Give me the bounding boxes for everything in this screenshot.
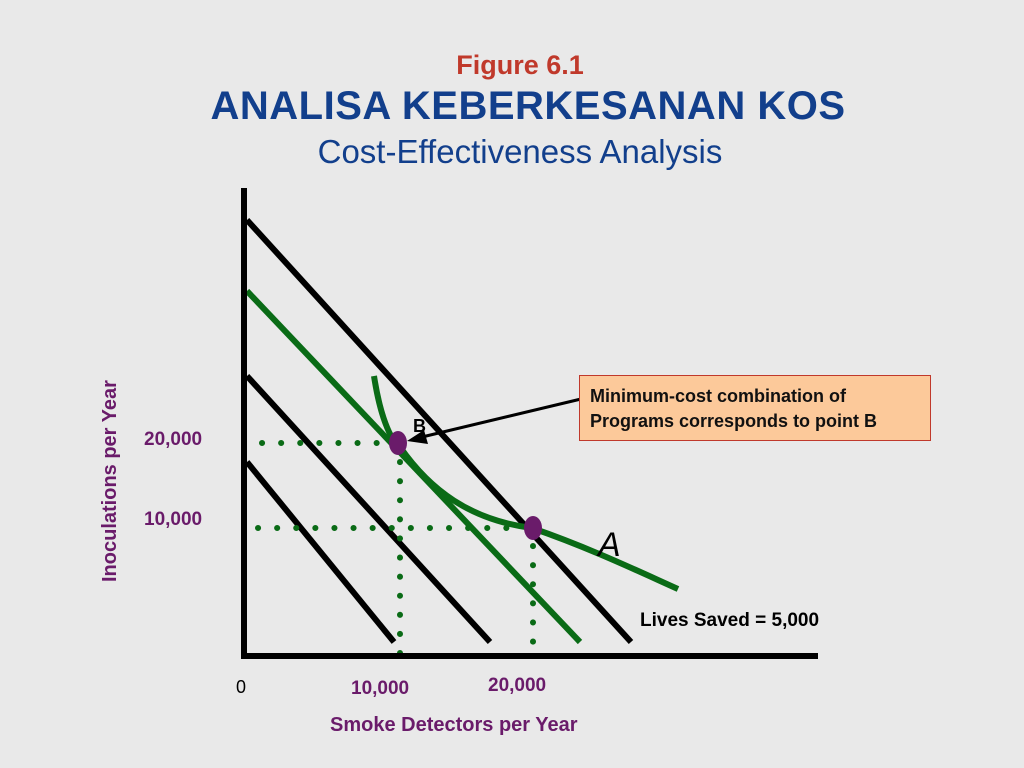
point-2 — [524, 516, 542, 540]
x-axis-label: Smoke Detectors per Year — [330, 714, 578, 736]
budget-line-2 — [244, 373, 493, 645]
budget-line-1 — [244, 460, 397, 644]
callout-box: Minimum-cost combination of Programs cor… — [579, 375, 931, 441]
slide-subtitle: Cost-Effectiveness Analysis — [317, 133, 723, 170]
arrow-head-icon — [407, 430, 428, 444]
y-axis-label: Inoculations per Year — [99, 380, 121, 582]
budget-line-3 — [244, 217, 634, 645]
point-b — [389, 431, 407, 455]
origin-label: 0 — [236, 677, 246, 697]
callout-line-1: Minimum-cost combination of — [590, 386, 846, 406]
curve-a-label: A — [596, 526, 621, 564]
callout-line-2: Programs corresponds to point B — [590, 411, 878, 431]
y-tick-20000: 20,000 — [144, 429, 202, 450]
x-tick-10000: 10,000 — [351, 678, 409, 699]
slide-title: ANALISA KEBERKESANAN KOS — [210, 84, 846, 128]
isoquant-label: Lives Saved = 5,000 — [640, 610, 819, 631]
callout-arrow — [421, 397, 582, 439]
figure-label: Figure 6.1 — [456, 50, 584, 80]
isoquant-curve-a — [371, 375, 680, 592]
point-b-label: B — [413, 416, 426, 436]
y-tick-10000: 10,000 — [144, 509, 202, 530]
x-tick-20000: 20,000 — [488, 675, 546, 696]
